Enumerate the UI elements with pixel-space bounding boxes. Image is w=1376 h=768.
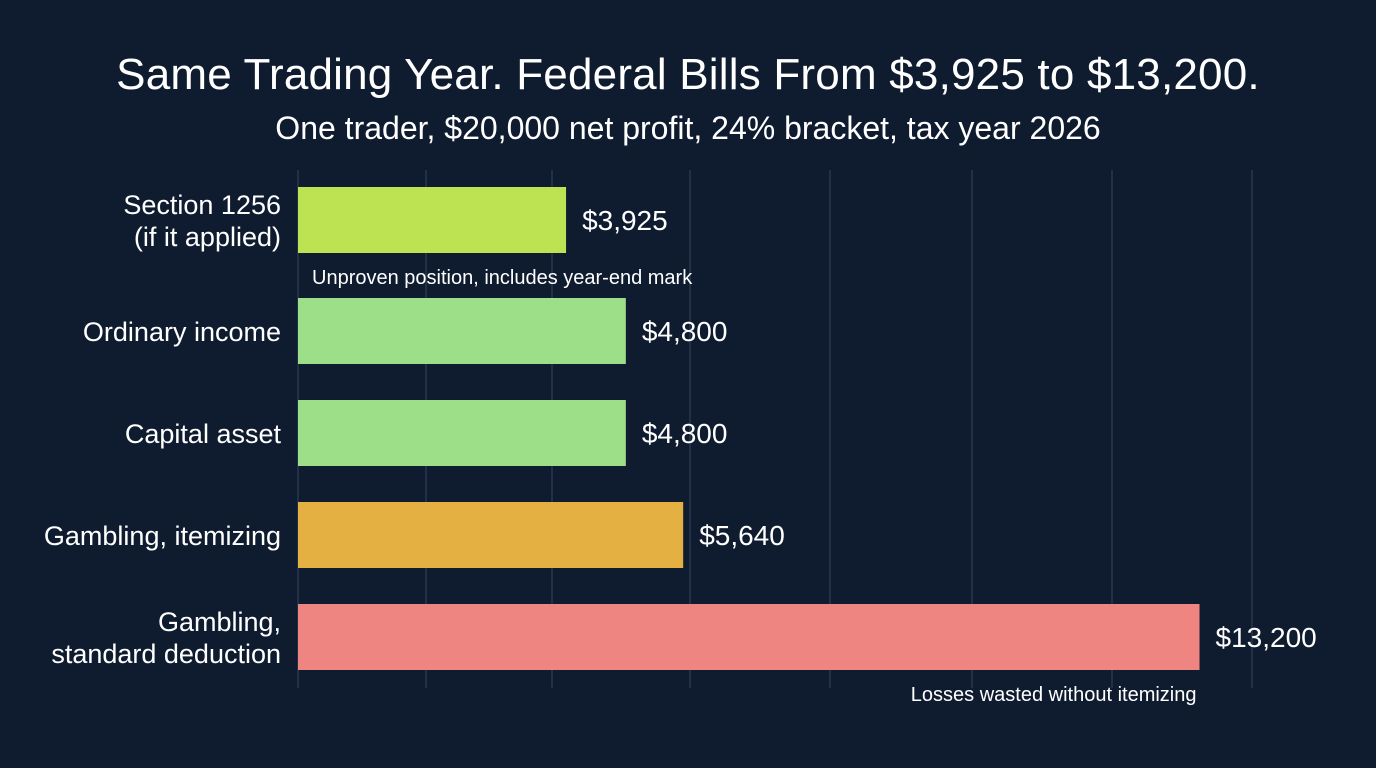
category-label: Gambling, <box>158 607 281 637</box>
bar <box>298 298 626 364</box>
bar-value-label: $13,200 <box>1216 622 1317 653</box>
bar <box>298 604 1200 670</box>
bar-annotation: Unproven position, includes year-end mar… <box>312 267 693 289</box>
category-label: Capital asset <box>125 419 282 449</box>
bar-value-label: $5,640 <box>699 520 785 551</box>
category-label: (if it applied) <box>134 222 281 252</box>
bar-value-label: $4,800 <box>642 316 728 347</box>
chart-subtitle: One trader, $20,000 net profit, 24% brac… <box>275 110 1101 146</box>
bar <box>298 502 684 568</box>
bar <box>298 187 567 253</box>
category-label: Section 1256 <box>123 190 281 220</box>
category-label: standard deduction <box>51 639 281 669</box>
bar-value-label: $3,925 <box>582 205 668 236</box>
chart-title: Same Trading Year. Federal Bills From $3… <box>116 50 1260 99</box>
bar-annotation: Losses wasted without itemizing <box>911 684 1197 706</box>
bar <box>298 400 626 466</box>
category-label: Gambling, itemizing <box>44 521 281 551</box>
category-label: Ordinary income <box>83 317 281 347</box>
bar-value-label: $4,800 <box>642 418 728 449</box>
